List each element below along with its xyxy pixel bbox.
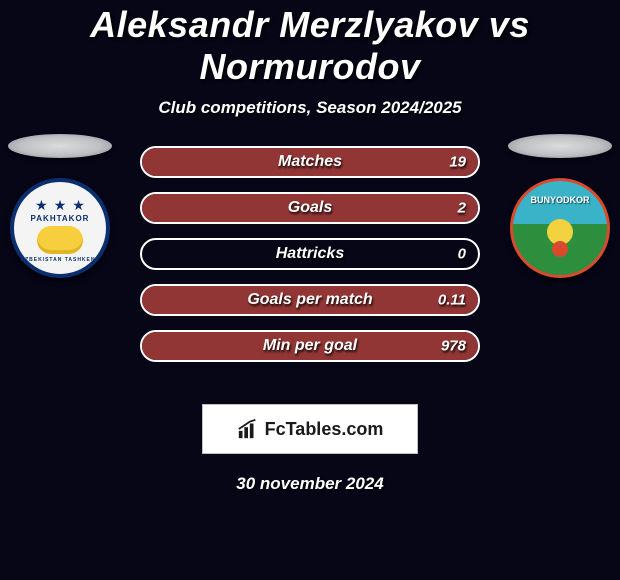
badge-ball-icon [552, 241, 568, 257]
right-player-column: BUNYODKOR [500, 134, 620, 278]
badge-text-bottom: UZBEKISTAN TASHKENT [20, 257, 99, 263]
left-player-column: ★ ★ ★ PAKHTAKOR UZBEKISTAN TASHKENT [0, 134, 120, 278]
page-title: Aleksandr Merzlyakov vs Normurodov [0, 4, 620, 88]
stat-bar: Min per goal978 [140, 330, 480, 362]
chart-icon [237, 418, 259, 440]
stat-bar: Hattricks0 [140, 238, 480, 270]
content-row: ★ ★ ★ PAKHTAKOR UZBEKISTAN TASHKENT Matc… [0, 146, 620, 386]
subtitle: Club competitions, Season 2024/2025 [0, 98, 620, 118]
comparison-card: Aleksandr Merzlyakov vs Normurodov Club … [0, 0, 620, 494]
brand-text: FcTables.com [265, 419, 384, 440]
left-player-avatar-slot [8, 134, 112, 158]
badge-stars: ★ ★ ★ [35, 197, 85, 214]
date-line: 30 november 2024 [0, 474, 620, 494]
stat-fill-right [142, 148, 478, 176]
stat-label: Hattricks [142, 245, 478, 263]
stat-value-right: 0 [458, 246, 466, 263]
badge-text-top: PAKHTAKOR [31, 214, 90, 223]
stat-bar: Matches19 [140, 146, 480, 178]
right-club-badge: BUNYODKOR [510, 178, 610, 278]
left-club-badge: ★ ★ ★ PAKHTAKOR UZBEKISTAN TASHKENT [10, 178, 110, 278]
stat-value-right: 19 [449, 154, 466, 171]
stat-bar: Goals per match0.11 [140, 284, 480, 316]
right-player-avatar-slot [508, 134, 612, 158]
stat-value-right: 0.11 [438, 292, 466, 309]
stat-bar: Goals2 [140, 192, 480, 224]
stat-value-right: 978 [441, 338, 466, 355]
stat-bars: Matches19 Goals2 Hattricks0 Goals per match… [140, 146, 480, 362]
badge-text: BUNYODKOR [530, 195, 589, 205]
stat-value-right: 2 [458, 200, 466, 217]
brand-box[interactable]: FcTables.com [202, 404, 418, 454]
stat-fill-right [142, 286, 478, 314]
star-icon: ★ [35, 197, 48, 214]
stat-fill-right [142, 332, 478, 360]
badge-cloud-icon [37, 226, 83, 254]
star-icon: ★ [54, 197, 67, 214]
star-icon: ★ [72, 197, 85, 214]
stat-fill-right [142, 194, 478, 222]
